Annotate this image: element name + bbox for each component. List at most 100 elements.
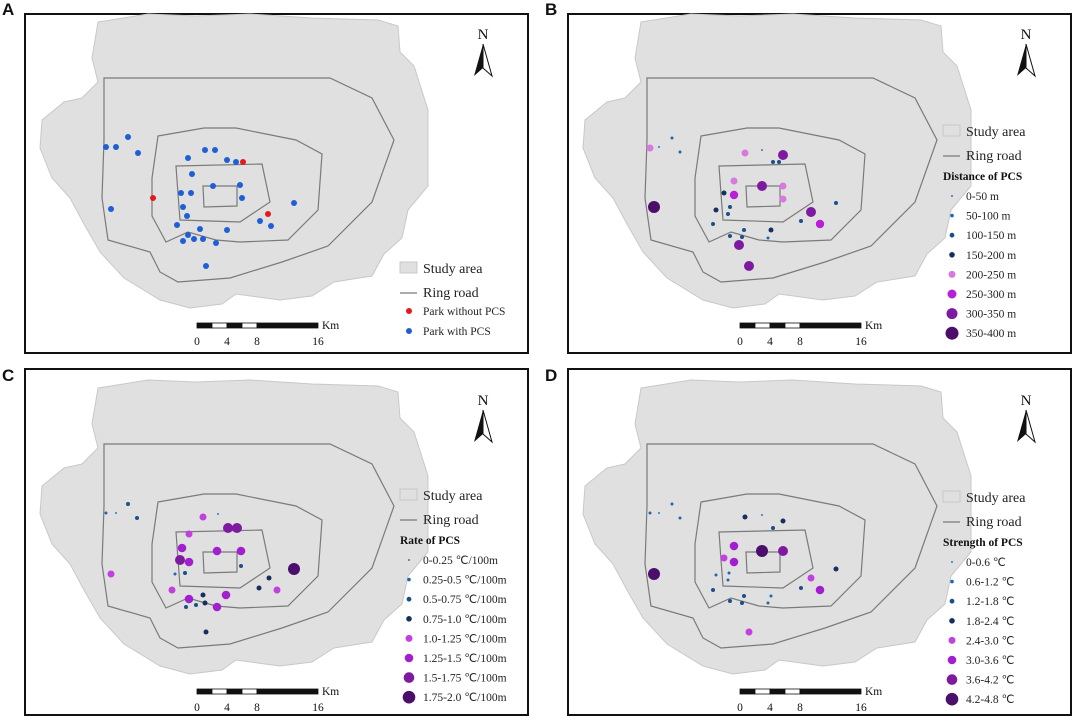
park-point [194, 603, 198, 607]
park-point [212, 546, 222, 556]
legend-marker [949, 598, 955, 604]
scale-tick-label: 0 [194, 702, 200, 714]
park-point [185, 155, 191, 161]
park-point [648, 511, 652, 515]
park-point [184, 594, 194, 604]
park-point [777, 160, 781, 164]
park-point [780, 518, 786, 524]
park-point [188, 190, 194, 196]
park-point [729, 557, 739, 567]
legend-study-area: Study area [966, 125, 1026, 140]
legend-item-label: 1.5-1.75 ℃/100m [423, 673, 507, 685]
legend-marker [948, 270, 956, 278]
park-point [714, 573, 718, 577]
park-point [678, 516, 682, 520]
legend-marker [404, 653, 414, 663]
legend-study-area: Study area [423, 262, 483, 277]
scale-tick-label: 8 [797, 336, 803, 348]
scale-tick-label: 16 [855, 702, 867, 714]
legend-item-label: 0.75-1.0 ℃/100m [423, 614, 507, 626]
park-point [670, 502, 674, 506]
park-point [756, 545, 768, 557]
legend-title: Rate of PCS [400, 535, 460, 547]
park-point [648, 568, 660, 580]
park-point [126, 502, 130, 506]
park-point [729, 190, 739, 200]
park-point [740, 601, 744, 605]
park-point [240, 159, 246, 165]
legend-marker [408, 559, 410, 561]
scale-bar: Km 0 4 8 16 [737, 686, 882, 714]
legend: Study area Ring road Distance of PCS 0-50 m… [942, 124, 1026, 340]
park-point [224, 227, 230, 233]
park-point [766, 601, 770, 605]
park-point [217, 513, 219, 515]
park-point [648, 201, 660, 213]
legend-marker [945, 692, 959, 706]
legend-marker [948, 636, 956, 644]
park-point [799, 586, 803, 590]
legend-item-label: 100-150 m [966, 230, 1016, 242]
park-point [288, 563, 300, 575]
study-area-b [582, 13, 972, 309]
park-point [721, 190, 727, 196]
park-point [742, 594, 746, 598]
park-point [202, 147, 208, 153]
study-area-swatch [399, 261, 418, 274]
legend-item-label: 0-0.6 ℃ [966, 557, 1006, 569]
park-point [670, 136, 674, 140]
legend-marker [951, 561, 953, 563]
legend-marker [947, 655, 957, 665]
legend-marker [946, 308, 958, 320]
scale-tick-label: 4 [767, 702, 773, 714]
north-label: N [478, 27, 489, 43]
panel-overlay: N Study area Ring road Park without PCS Park… [194, 27, 505, 348]
park-point [184, 213, 190, 219]
park-point [711, 222, 715, 226]
park-point [729, 541, 739, 551]
study-area-swatch [399, 488, 418, 501]
legend-item-label: Park without PCS [423, 306, 505, 318]
park-point [185, 232, 191, 238]
legend: Study area Ring road Strength of PCS 0-0.6 … [942, 490, 1026, 706]
park-point [191, 236, 197, 242]
panel-d-map [582, 379, 972, 675]
legend-study-area: Study area [423, 489, 483, 504]
legend-marker [406, 596, 412, 602]
park-point [766, 236, 770, 240]
scale-tick-label: 8 [797, 702, 803, 714]
park-point [834, 201, 838, 205]
legend-title: Distance of PCS [943, 171, 1022, 183]
park-point [184, 605, 188, 609]
legend-item-label: 4.2-4.8 ℃ [966, 694, 1014, 706]
panel-c-label: C [2, 366, 15, 385]
legend-item-label: 1.25-1.5 ℃/100m [423, 653, 507, 665]
legend-marker [406, 616, 412, 622]
park-point [833, 566, 839, 572]
park-point [779, 195, 787, 203]
park-point [761, 514, 763, 516]
park-point [713, 207, 719, 213]
study-area-swatch [942, 124, 961, 137]
legend-marker [405, 634, 413, 642]
park-point [221, 590, 231, 600]
scale-unit: Km [865, 686, 882, 698]
park-point [742, 228, 746, 232]
park-point [711, 588, 715, 592]
park-point [180, 204, 186, 210]
legend-ring-road: Ring road [423, 286, 479, 301]
park-point [799, 219, 803, 223]
park-point [177, 543, 187, 553]
park-point [646, 144, 654, 152]
park-point [728, 205, 732, 209]
north-arrow-icon: N [474, 393, 493, 444]
park-point [728, 234, 732, 238]
legend-marker [950, 213, 954, 218]
park-point [180, 238, 186, 244]
north-arrow-icon: N [1017, 393, 1036, 444]
study-area-swatch [942, 490, 961, 503]
legend-ring-road: Ring road [423, 513, 479, 528]
park-point [740, 235, 744, 239]
park-point [678, 150, 682, 154]
legend-item-label: 150-200 m [966, 250, 1016, 262]
